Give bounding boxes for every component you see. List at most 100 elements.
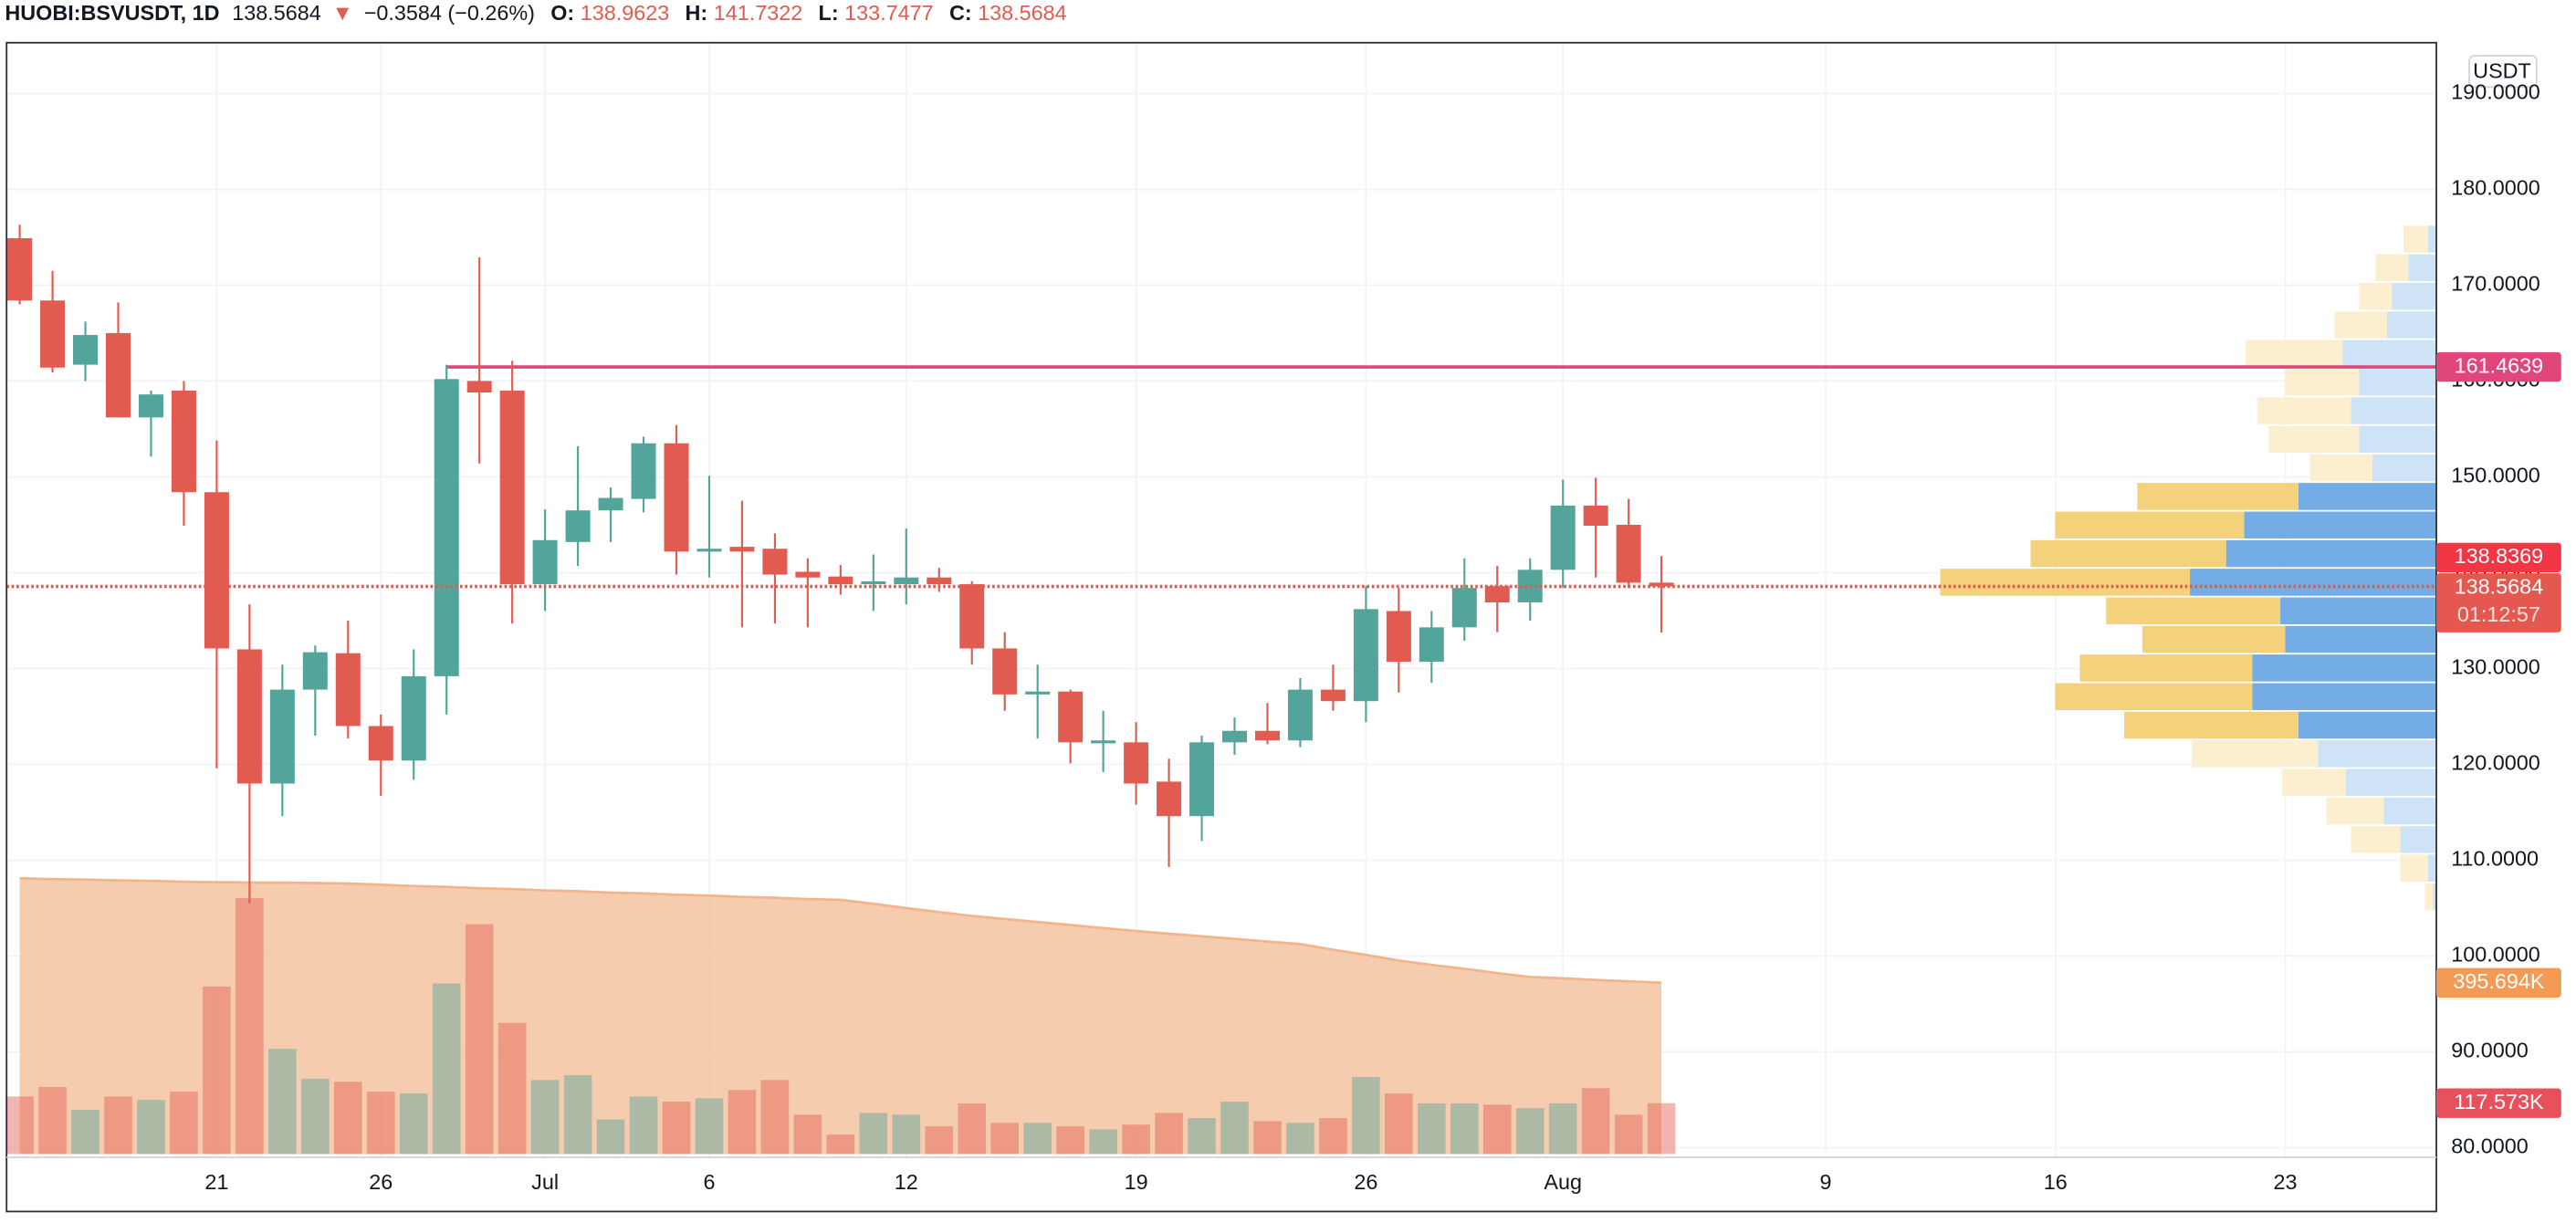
volume-bar	[236, 898, 264, 1155]
volume-bar	[859, 1113, 888, 1155]
volume-bar	[793, 1114, 822, 1155]
candle-body	[1484, 586, 1510, 603]
candle-body	[762, 549, 788, 575]
x-tick-label: 26	[1354, 1170, 1377, 1194]
profile-up-bar	[2252, 654, 2437, 682]
y-tick-label: 170.0000	[2451, 272, 2540, 296]
candle-body	[664, 443, 689, 552]
candle-body	[696, 549, 722, 552]
volume-bar	[1056, 1126, 1084, 1155]
volume-bar	[1647, 1103, 1676, 1155]
y-tick-label: 130.0000	[2451, 655, 2540, 679]
volume-bar	[826, 1134, 855, 1155]
volume-bar	[1352, 1077, 1380, 1155]
volume-bar	[1450, 1103, 1479, 1155]
candle-body	[598, 497, 623, 511]
profile-up-bar	[2225, 539, 2437, 568]
volume-bar	[629, 1096, 658, 1155]
candle-body	[1419, 627, 1444, 663]
y-tick-label: 90.0000	[2451, 1039, 2529, 1062]
volume-bar	[925, 1126, 954, 1155]
candle-body	[992, 648, 1018, 695]
volume-bar	[268, 1049, 297, 1155]
candle-body	[828, 576, 853, 585]
candle-body	[335, 653, 361, 726]
profile-down-bar	[2055, 683, 2253, 711]
candle-body	[368, 726, 393, 761]
high-value: 141.7322	[714, 1, 803, 25]
profile-up-bar	[2244, 511, 2437, 539]
volume-bar	[1614, 1114, 1643, 1155]
candle-body	[1025, 691, 1051, 695]
volume-bar	[203, 986, 231, 1155]
profile-down-bar	[2375, 254, 2409, 282]
candle-body	[1320, 689, 1346, 702]
volume-bar	[1023, 1123, 1052, 1155]
candle-body	[1583, 505, 1608, 527]
y-tick-label: 120.0000	[2451, 751, 2540, 775]
profile-up-bar	[2428, 854, 2437, 882]
profile-down-bar	[2400, 854, 2429, 882]
profile-up-bar	[2359, 368, 2437, 396]
candle-body	[499, 390, 525, 585]
volume-ma-label: 395.694K	[2453, 969, 2545, 993]
candle-body	[302, 652, 328, 690]
candle-body	[1386, 611, 1411, 663]
y-tick-label: 150.0000	[2451, 464, 2540, 487]
volume-bar	[38, 1086, 67, 1155]
candle-body	[1058, 691, 1084, 743]
high-label: H:	[686, 1, 708, 25]
volume-ma-area	[19, 878, 1662, 1155]
profile-down-bar	[2334, 311, 2388, 339]
open-label: O:	[550, 1, 574, 25]
symbol: HUOBI:BSVUSDT, 1D	[5, 1, 219, 25]
volume-bar	[563, 1075, 592, 1155]
profile-down-bar	[2281, 768, 2347, 796]
volume-bar	[333, 1082, 362, 1155]
profile-up-bar	[2400, 826, 2437, 853]
profile-down-bar	[2351, 826, 2401, 853]
y-tick-label: 180.0000	[2451, 176, 2540, 200]
profile-down-bar	[2141, 625, 2286, 653]
last-price-label: 138.5684	[2455, 574, 2544, 598]
volume-bar	[1253, 1121, 1282, 1155]
profile-down-bar	[2246, 340, 2343, 368]
x-tick-label: Jul	[531, 1170, 559, 1194]
x-tick-label: Aug	[1544, 1170, 1582, 1194]
volume-bar	[465, 924, 494, 1155]
candle-body	[1091, 740, 1116, 744]
candle-body	[532, 539, 558, 585]
volume-bar	[170, 1092, 198, 1155]
plot	[5, 42, 2437, 1158]
y-tick-label: 100.0000	[2451, 943, 2540, 967]
open-value: 138.9623	[581, 1, 670, 25]
profile-up-bar	[2383, 797, 2437, 825]
volume-ma-label-bg	[2436, 967, 2561, 998]
profile-down-bar	[2285, 368, 2360, 396]
volume-bar	[71, 1110, 99, 1155]
close-value: 138.5684	[978, 1, 1067, 25]
change: −0.3584 (−0.26%)	[364, 1, 535, 25]
profile-down-bar	[2309, 454, 2372, 482]
low-value: 133.7477	[844, 1, 934, 25]
volume-bar	[497, 1022, 527, 1155]
currency-box[interactable]	[2468, 55, 2538, 89]
profile-up-bar	[2433, 883, 2437, 911]
volume-bar	[137, 1100, 165, 1155]
profile-up-bar	[2318, 740, 2437, 768]
profile-down-bar	[2055, 511, 2245, 539]
x-tick-label: 9	[1819, 1170, 1831, 1194]
volume-label: 117.573K	[2454, 1090, 2544, 1113]
candle-body	[236, 649, 262, 784]
price-marker-label-bg	[2436, 542, 2561, 573]
candle-body	[434, 379, 459, 676]
candle-body	[1287, 689, 1313, 741]
profile-down-bar	[1940, 569, 2191, 596]
profile-down-bar	[2326, 797, 2384, 825]
profile-up-bar	[2346, 768, 2437, 796]
candle-body	[401, 675, 426, 761]
profile-up-bar	[2298, 483, 2437, 510]
last-price: 138.5684	[232, 1, 321, 25]
candle-body	[7, 237, 33, 301]
